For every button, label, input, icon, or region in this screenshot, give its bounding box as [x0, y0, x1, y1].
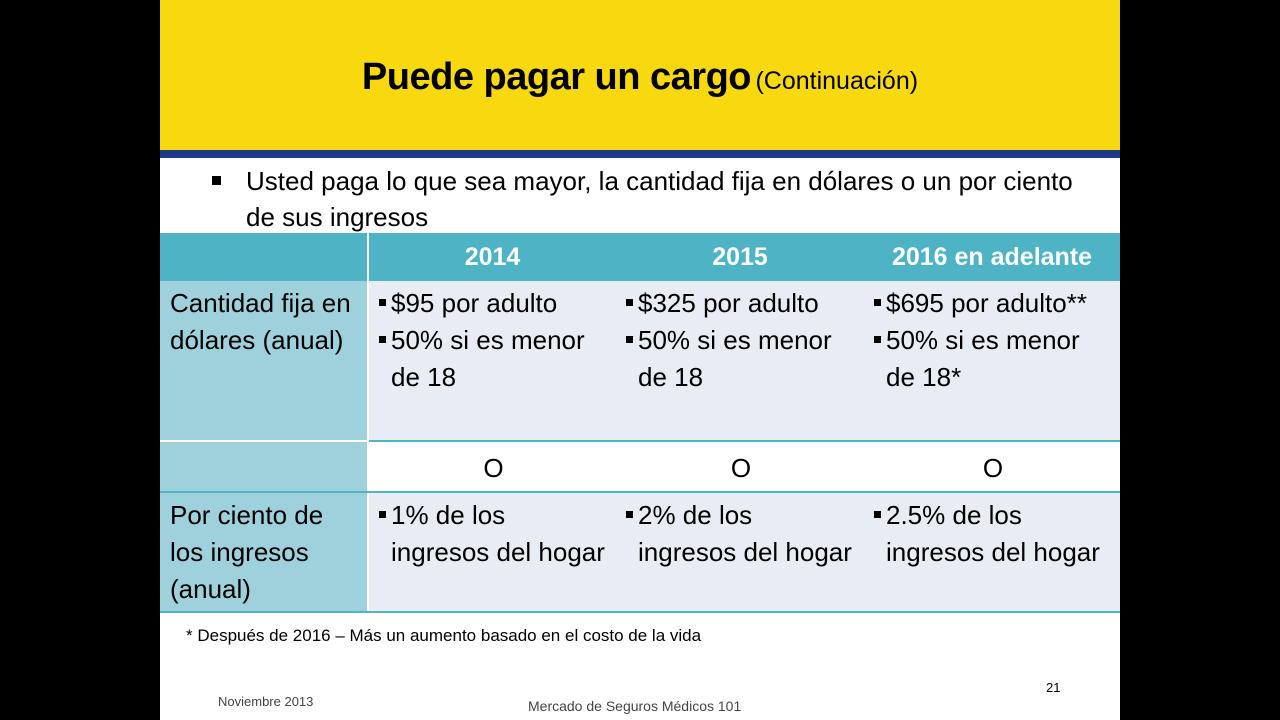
- cell-2016-percent: 2.5% de los ingresos del hogar: [864, 492, 1120, 613]
- bullet-square-icon: [626, 336, 633, 343]
- list-item: $695 por adulto**: [874, 285, 1112, 322]
- penalty-table: 2014 2015 2016 en adelante Cantidad fija…: [160, 233, 1120, 613]
- bullet-square-icon: [874, 511, 881, 518]
- footnote: * Después de 2016 – Más un aumento basad…: [186, 626, 702, 645]
- list-item: 50% si es menor de 18*: [874, 322, 1112, 396]
- header-2016: 2016 en adelante: [864, 233, 1120, 281]
- list-item: 2.5% de los ingresos del hogar: [874, 497, 1112, 571]
- cell-2014-fixed: $95 por adulto 50% si es menor de 18: [368, 281, 616, 442]
- list-item: $95 por adulto: [379, 285, 608, 322]
- cell-2015-fixed: $325 por adulto 50% si es menor de 18: [616, 281, 864, 442]
- bullet-square-icon: [379, 336, 386, 343]
- row-label-fixed-amount: Cantidad fija en dólares (anual): [160, 281, 369, 442]
- table-row-fixed-amount: Cantidad fija en dólares (anual) $95 por…: [160, 281, 1120, 442]
- list-item: 2% de los ingresos del hogar: [626, 497, 856, 571]
- bullet-square-icon: [379, 511, 386, 518]
- bullet-square-icon: [626, 511, 633, 518]
- bullet-square-icon: [874, 336, 881, 343]
- bullet-square-icon: [379, 299, 386, 306]
- cell-2014-or: O: [368, 441, 616, 493]
- cell-2014-percent: 1% de los ingresos del hogar: [368, 492, 616, 613]
- row-label-income-percent: Por ciento de los ingresos (anual): [160, 492, 369, 613]
- bullet-square-icon: [626, 299, 633, 306]
- header-2015: 2015: [616, 233, 864, 281]
- slide-title: Puede pagar un cargo (Continuación): [160, 56, 1120, 99]
- bullet-square-icon: [212, 176, 221, 185]
- list-item: 50% si es menor de 18: [379, 322, 608, 396]
- row-label-empty: [160, 441, 369, 493]
- cell-2016-or: O: [864, 441, 1120, 493]
- bullet-text: Usted paga lo que sea mayor, la cantidad…: [246, 166, 1073, 232]
- title-main: Puede pagar un cargo: [361, 56, 752, 98]
- list-item: $325 por adulto: [626, 285, 856, 322]
- table-row-or: O O O: [160, 441, 1120, 493]
- title-suffix: (Continuación): [755, 67, 919, 95]
- footer-date: Noviembre 2013: [218, 694, 314, 709]
- header-2014: 2014: [368, 233, 616, 281]
- list-item: 1% de los ingresos del hogar: [379, 497, 608, 571]
- slide: Puede pagar un cargo (Continuación) Uste…: [160, 0, 1120, 720]
- table-header-row: 2014 2015 2016 en adelante: [160, 233, 1120, 281]
- cell-2015-percent: 2% de los ingresos del hogar: [616, 492, 864, 613]
- title-divider: [160, 150, 1120, 158]
- footer-title: Mercado de Seguros Médicos 101: [528, 698, 742, 714]
- page-number: 21: [1046, 680, 1061, 695]
- cell-2015-or: O: [616, 441, 864, 493]
- header-empty: [160, 233, 369, 281]
- bullet-square-icon: [874, 299, 881, 306]
- cell-2016-fixed: $695 por adulto** 50% si es menor de 18*: [864, 281, 1120, 442]
- list-item: 50% si es menor de 18: [626, 322, 856, 396]
- title-banner: Puede pagar un cargo (Continuación): [160, 0, 1120, 150]
- table-row-income-percent: Por ciento de los ingresos (anual) 1% de…: [160, 492, 1120, 613]
